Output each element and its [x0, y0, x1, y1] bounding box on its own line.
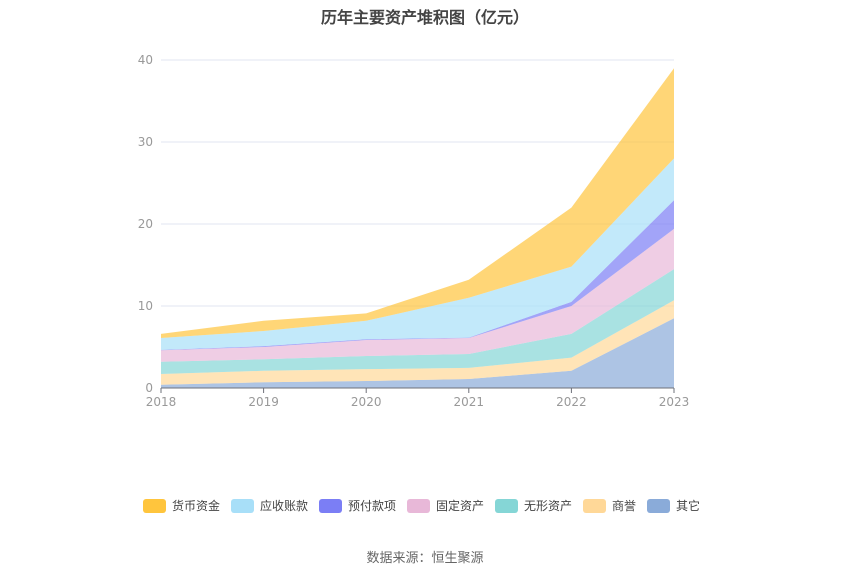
legend-label-预付款项: 预付款项 [348, 499, 396, 513]
y-tick-label: 0 [145, 381, 153, 395]
legend-swatch-固定资产 [407, 499, 430, 513]
legend-label-无形资产: 无形资产 [524, 499, 572, 513]
x-tick-label: 2018 [146, 395, 177, 409]
y-tick-label: 10 [138, 299, 153, 313]
legend-swatch-其它 [647, 499, 670, 513]
y-tick-label: 40 [138, 53, 153, 67]
legend-swatch-商誉 [583, 499, 606, 513]
x-tick-label: 2019 [248, 395, 279, 409]
legend-swatch-应收账款 [231, 499, 254, 513]
area-固定资产 [161, 228, 674, 362]
x-tick-label: 2023 [659, 395, 690, 409]
legend-label-货币资金: 货币资金 [172, 498, 220, 513]
legend-label-商誉: 商誉 [612, 498, 636, 513]
area-应收账款 [161, 158, 674, 350]
area-商誉 [161, 300, 674, 385]
y-tick-label: 30 [138, 135, 153, 149]
chart-title: 历年主要资产堆积图（亿元） [320, 8, 529, 27]
legend-swatch-货币资金 [143, 499, 166, 513]
legend-label-其它: 其它 [676, 498, 700, 513]
data-source: 数据来源：恒生聚源 [366, 551, 484, 566]
x-tick-label: 2021 [454, 395, 485, 409]
legend-swatch-无形资产 [495, 499, 518, 513]
y-tick-label: 20 [138, 217, 153, 231]
area-无形资产 [161, 269, 674, 375]
legend-label-固定资产: 固定资产 [436, 498, 484, 513]
area-预付款项 [161, 200, 674, 351]
x-tick-label: 2022 [556, 395, 587, 409]
x-tick-label: 2020 [351, 395, 382, 409]
legend-label-应收账款: 应收账款 [260, 498, 308, 513]
area-其它 [161, 318, 674, 388]
legend-swatch-预付款项 [319, 499, 342, 513]
area-货币资金 [161, 68, 674, 338]
